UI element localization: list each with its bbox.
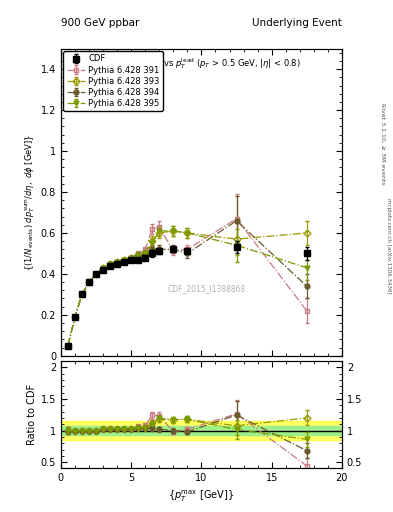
Y-axis label: Ratio to CDF: Ratio to CDF <box>26 384 37 445</box>
X-axis label: $\{p_T^\mathrm{max}\ [\mathrm{GeV}]\}$: $\{p_T^\mathrm{max}\ [\mathrm{GeV}]\}$ <box>168 489 235 504</box>
Text: Rivet 3.1.10, ≥ 3M events: Rivet 3.1.10, ≥ 3M events <box>381 102 386 184</box>
Y-axis label: $\{(1/N_\mathrm{events})\ dp_T^\mathrm{sum}/d\eta,\ d\phi\ [\mathrm{GeV}]\}$: $\{(1/N_\mathrm{events})\ dp_T^\mathrm{s… <box>23 134 37 271</box>
Text: mcplots.cern.ch [arXiv:1306.3436]: mcplots.cern.ch [arXiv:1306.3436] <box>386 198 391 293</box>
Text: CDF_2015_I1388868: CDF_2015_I1388868 <box>168 284 246 293</box>
Bar <box>61 421 342 440</box>
Text: 900 GeV ppbar: 900 GeV ppbar <box>61 18 139 28</box>
Text: Average $\Sigma(p_T)$ vs $p_T^\mathrm{lead}$ ($p_T$ > 0.5 GeV, $|\eta|$ < 0.8): Average $\Sigma(p_T)$ vs $p_T^\mathrm{le… <box>102 56 301 71</box>
Legend: CDF, Pythia 6.428 391, Pythia 6.428 393, Pythia 6.428 394, Pythia 6.428 395: CDF, Pythia 6.428 391, Pythia 6.428 393,… <box>63 51 163 111</box>
Bar <box>61 426 342 435</box>
Text: Underlying Event: Underlying Event <box>252 18 342 28</box>
